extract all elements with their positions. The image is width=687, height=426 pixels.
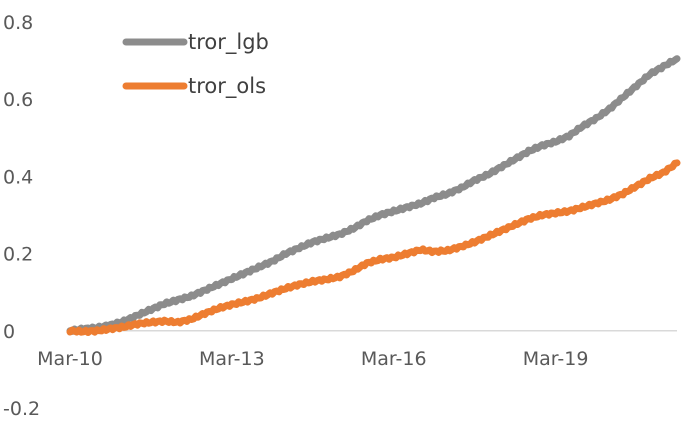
y-axis-ticks: 0.8 0.6 0.4 0.2 0 -0.2 (3, 12, 40, 420)
legend-label: tror_ols (188, 74, 266, 99)
y-tick-label: 0.2 (3, 244, 33, 266)
y-tick-label: 0 (3, 321, 15, 343)
series-line-tror-ols (66, 159, 681, 336)
x-axis-ticks: Mar-10 Mar-13 Mar-16 Mar-19 (37, 348, 588, 370)
series-lines (66, 55, 681, 336)
x-tick-label: Mar-19 (523, 348, 589, 370)
y-tick-label: 0.8 (3, 12, 33, 34)
legend-label: tror_lgb (188, 30, 269, 55)
y-tick-label: -0.2 (3, 398, 40, 420)
legend: tror_lgb tror_ols (122, 30, 269, 99)
x-tick-label: Mar-13 (199, 348, 265, 370)
y-tick-label: 0.6 (3, 89, 33, 111)
x-tick-label: Mar-10 (37, 348, 103, 370)
series-line-tror-lgb (66, 55, 681, 335)
x-tick-label: Mar-16 (361, 348, 427, 370)
y-tick-label: 0.4 (3, 166, 33, 188)
